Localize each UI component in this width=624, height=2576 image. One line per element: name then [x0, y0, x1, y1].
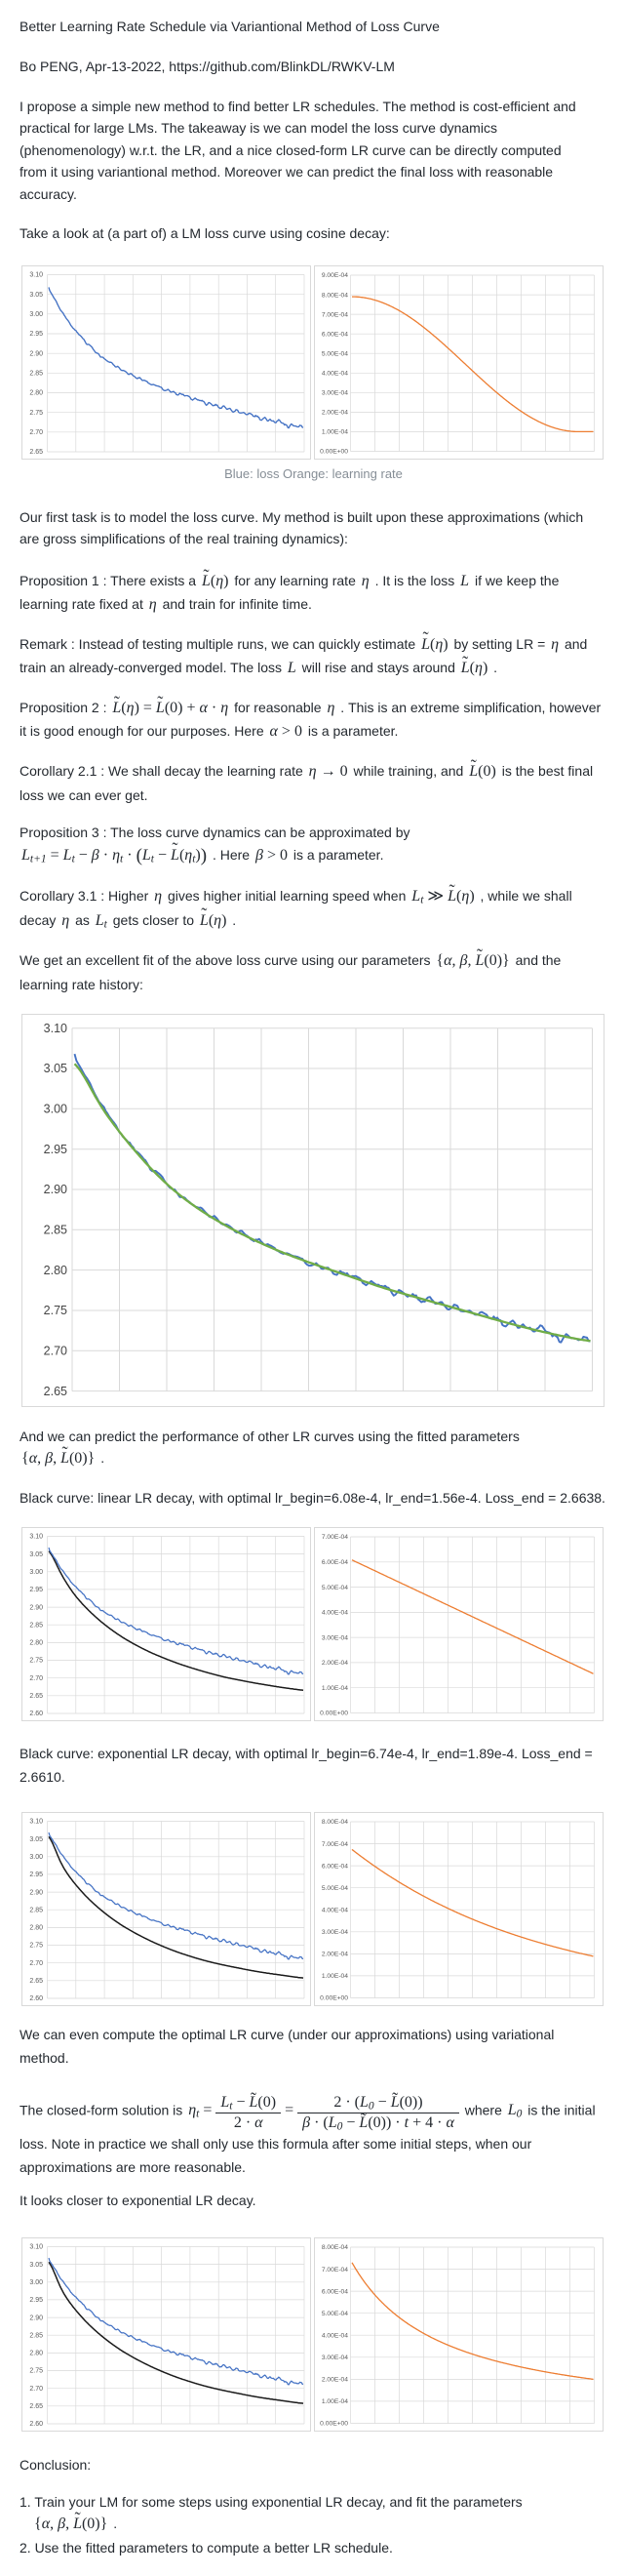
svg-text:2.70: 2.70: [43, 1344, 66, 1357]
svg-text:2.90: 2.90: [29, 2314, 43, 2321]
svg-text:2.65: 2.65: [29, 2403, 43, 2410]
svg-text:5.00E-04: 5.00E-04: [321, 1885, 347, 1892]
svg-text:7.00E-04: 7.00E-04: [321, 1841, 347, 1848]
svg-text:3.00E-04: 3.00E-04: [321, 1929, 347, 1936]
svg-text:2.80: 2.80: [29, 389, 43, 396]
svg-text:2.85: 2.85: [29, 2333, 43, 2340]
svg-text:3.10: 3.10: [29, 2244, 43, 2251]
svg-text:2.95: 2.95: [29, 1587, 43, 1593]
svg-text:2.70: 2.70: [29, 1960, 43, 1967]
svg-text:2.80: 2.80: [29, 2351, 43, 2357]
svg-text:7.00E-04: 7.00E-04: [321, 1534, 347, 1541]
svg-text:3.05: 3.05: [29, 2262, 43, 2269]
svg-text:2.65: 2.65: [29, 1693, 43, 1700]
svg-text:2.75: 2.75: [29, 1658, 43, 1665]
svg-text:3.00: 3.00: [29, 1569, 43, 1576]
svg-text:2.65: 2.65: [29, 1978, 43, 1985]
svg-text:7.00E-04: 7.00E-04: [321, 2267, 347, 2274]
svg-text:3.10: 3.10: [29, 271, 43, 278]
svg-text:2.00E-04: 2.00E-04: [321, 2377, 347, 2384]
svg-text:0.00E+00: 0.00E+00: [320, 448, 348, 455]
svg-text:2.90: 2.90: [29, 1890, 43, 1897]
svg-text:2.95: 2.95: [29, 1872, 43, 1878]
svg-text:2.00E-04: 2.00E-04: [321, 409, 347, 416]
svg-text:1.00E-04: 1.00E-04: [321, 428, 347, 435]
svg-text:2.90: 2.90: [29, 350, 43, 357]
svg-text:0.00E+00: 0.00E+00: [320, 2421, 348, 2428]
svg-text:3.05: 3.05: [29, 1551, 43, 1558]
svg-text:2.80: 2.80: [29, 1640, 43, 1647]
svg-text:2.85: 2.85: [29, 370, 43, 377]
svg-text:3.05: 3.05: [43, 1062, 66, 1075]
svg-text:2.85: 2.85: [43, 1223, 66, 1236]
svg-text:2.75: 2.75: [43, 1304, 66, 1317]
svg-text:0.00E+00: 0.00E+00: [320, 1995, 348, 2002]
svg-text:8.00E-04: 8.00E-04: [321, 292, 347, 299]
svg-text:3.10: 3.10: [29, 1819, 43, 1826]
svg-text:4.00E-04: 4.00E-04: [321, 1908, 347, 1914]
svg-text:6.00E-04: 6.00E-04: [321, 2288, 347, 2295]
svg-text:3.00: 3.00: [29, 311, 43, 318]
svg-text:3.10: 3.10: [29, 1534, 43, 1541]
svg-text:2.80: 2.80: [29, 1925, 43, 1932]
svg-text:2.95: 2.95: [29, 331, 43, 338]
svg-text:2.90: 2.90: [43, 1183, 66, 1196]
svg-text:2.95: 2.95: [43, 1143, 66, 1156]
svg-text:2.65: 2.65: [43, 1384, 66, 1397]
svg-text:8.00E-04: 8.00E-04: [321, 1820, 347, 1827]
svg-text:4.00E-04: 4.00E-04: [321, 2333, 347, 2340]
svg-text:1.00E-04: 1.00E-04: [321, 1685, 347, 1692]
svg-text:5.00E-04: 5.00E-04: [321, 1585, 347, 1591]
svg-text:2.95: 2.95: [29, 2297, 43, 2304]
svg-text:2.70: 2.70: [29, 1675, 43, 1682]
svg-text:2.85: 2.85: [29, 1623, 43, 1630]
svg-text:2.85: 2.85: [29, 1908, 43, 1914]
svg-text:2.80: 2.80: [43, 1263, 66, 1276]
svg-text:6.00E-04: 6.00E-04: [321, 1864, 347, 1871]
svg-text:1.00E-04: 1.00E-04: [321, 2398, 347, 2405]
svg-text:2.70: 2.70: [29, 429, 43, 436]
svg-text:3.10: 3.10: [43, 1022, 66, 1035]
svg-text:3.00E-04: 3.00E-04: [321, 2355, 347, 2361]
svg-text:6.00E-04: 6.00E-04: [321, 1559, 347, 1566]
svg-text:2.70: 2.70: [29, 2386, 43, 2393]
svg-text:5.00E-04: 5.00E-04: [321, 2311, 347, 2317]
svg-text:8.00E-04: 8.00E-04: [321, 2244, 347, 2251]
svg-text:7.00E-04: 7.00E-04: [321, 311, 347, 318]
svg-text:5.00E-04: 5.00E-04: [321, 350, 347, 357]
svg-text:2.00E-04: 2.00E-04: [321, 1660, 347, 1667]
svg-text:2.75: 2.75: [29, 1943, 43, 1950]
svg-text:2.60: 2.60: [29, 2421, 43, 2428]
svg-text:6.00E-04: 6.00E-04: [321, 331, 347, 338]
svg-text:2.75: 2.75: [29, 2368, 43, 2375]
svg-text:2.65: 2.65: [29, 449, 43, 456]
svg-text:3.05: 3.05: [29, 292, 43, 299]
svg-text:9.00E-04: 9.00E-04: [321, 272, 347, 279]
svg-text:3.00E-04: 3.00E-04: [321, 389, 347, 396]
svg-text:3.00: 3.00: [29, 1854, 43, 1861]
svg-text:3.00: 3.00: [43, 1102, 66, 1115]
svg-text:3.00E-04: 3.00E-04: [321, 1634, 347, 1641]
svg-text:0.00E+00: 0.00E+00: [320, 1711, 348, 1717]
svg-text:2.60: 2.60: [29, 1996, 43, 2003]
svg-text:2.00E-04: 2.00E-04: [321, 1952, 347, 1958]
svg-text:2.90: 2.90: [29, 1604, 43, 1611]
svg-text:1.00E-04: 1.00E-04: [321, 1973, 347, 1980]
svg-text:3.05: 3.05: [29, 1836, 43, 1843]
svg-text:2.75: 2.75: [29, 410, 43, 417]
svg-text:2.60: 2.60: [29, 1711, 43, 1717]
svg-text:4.00E-04: 4.00E-04: [321, 1610, 347, 1617]
svg-text:4.00E-04: 4.00E-04: [321, 370, 347, 377]
svg-text:3.00: 3.00: [29, 2279, 43, 2286]
